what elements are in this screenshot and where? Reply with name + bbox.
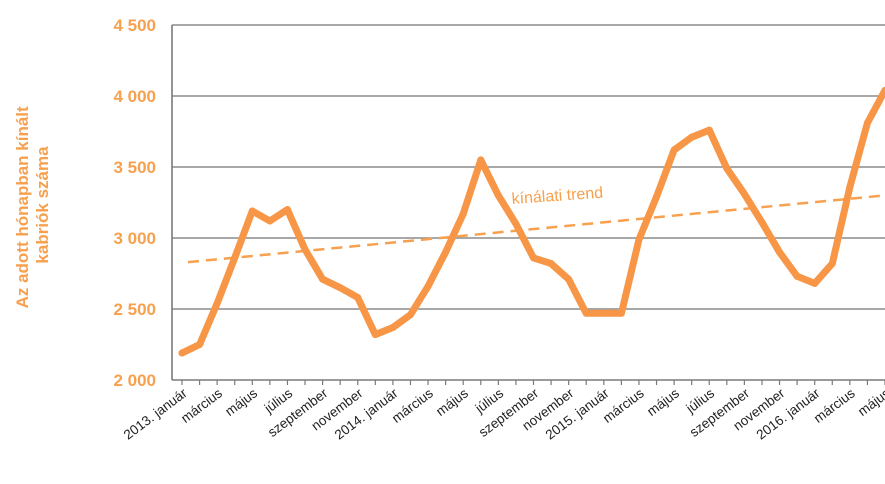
data-point xyxy=(811,279,819,287)
x-tick-label: május xyxy=(222,385,260,419)
data-point xyxy=(354,294,362,302)
y-axis-label: Az adott hónapban kínált kabriók száma xyxy=(13,102,52,309)
trend-annotation: kínálati trend xyxy=(511,185,604,208)
axes xyxy=(171,25,885,385)
y-tick-label: 2 000 xyxy=(113,371,156,390)
data-point xyxy=(178,349,186,357)
data-point xyxy=(705,126,713,134)
data-point xyxy=(213,299,221,307)
data-point xyxy=(301,245,309,253)
data-point xyxy=(828,260,836,268)
data-point xyxy=(494,191,502,199)
data-point xyxy=(670,146,678,154)
data-point xyxy=(653,193,661,201)
data-point xyxy=(881,86,885,94)
y-axis-label-line-2: kabriók száma xyxy=(33,146,52,264)
data-point xyxy=(248,207,256,215)
data-point xyxy=(688,133,696,141)
data-point xyxy=(283,206,291,214)
data-point xyxy=(758,218,766,226)
data-point xyxy=(635,235,643,243)
data-point xyxy=(582,309,590,317)
data-point xyxy=(846,183,854,191)
data-point xyxy=(617,309,625,317)
x-tick-label: május xyxy=(644,385,682,419)
gridlines xyxy=(172,24,885,310)
data-point xyxy=(740,190,748,198)
data-point xyxy=(442,248,450,256)
y-tick-label: 4 000 xyxy=(113,87,156,106)
y-tick-labels: 2 000 2 500 3 000 3 500 4 000 4 500 xyxy=(113,16,156,390)
y-tick-label: 3 500 xyxy=(113,158,156,177)
data-point xyxy=(723,164,731,172)
data-point xyxy=(371,331,379,339)
y-tick-label: 4 500 xyxy=(113,16,156,35)
data-point xyxy=(565,275,573,283)
series-group xyxy=(178,86,885,357)
data-point xyxy=(477,156,485,164)
data-point xyxy=(196,341,204,348)
data-point xyxy=(266,217,274,225)
data-point xyxy=(319,275,327,283)
data-point xyxy=(863,119,871,127)
data-point xyxy=(547,260,555,268)
data-point xyxy=(231,254,239,262)
data-point xyxy=(776,248,784,256)
series-line xyxy=(178,86,885,357)
data-point xyxy=(336,284,344,292)
y-tick-label: 3 000 xyxy=(113,229,156,248)
data-point xyxy=(512,220,520,228)
x-tick-label: május xyxy=(855,385,885,419)
y-tick-label: 2 500 xyxy=(113,300,156,319)
x-tick-label: május xyxy=(433,385,471,419)
data-point xyxy=(424,282,432,290)
data-point xyxy=(793,272,801,280)
y-axis-label-line-1: Az adott hónapban kínált xyxy=(13,106,32,308)
data-point xyxy=(406,311,414,319)
data-point xyxy=(389,323,397,331)
data-point xyxy=(530,254,537,262)
data-point xyxy=(459,210,467,218)
data-point xyxy=(600,309,608,317)
